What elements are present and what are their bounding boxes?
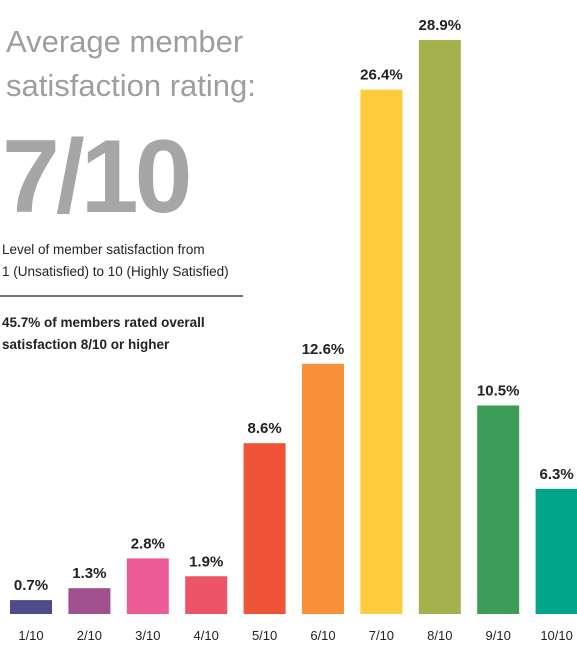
bar [418, 40, 461, 614]
bar [243, 443, 286, 614]
value-label: 2.8% [131, 535, 165, 552]
x-tick-label: 5/10 [252, 628, 277, 643]
value-label: 26.4% [360, 67, 403, 84]
bar [126, 558, 169, 614]
bar [360, 89, 403, 615]
value-label: 0.7% [14, 577, 48, 594]
x-tick-label: 7/10 [369, 628, 394, 643]
chart-title-line: Average member [6, 24, 243, 59]
x-tick-label: 4/10 [194, 628, 219, 643]
bar [10, 600, 52, 614]
x-tick-label: 6/10 [310, 628, 335, 643]
x-tick-label: 2/10 [77, 628, 102, 643]
value-label: 6.3% [539, 466, 573, 483]
chart-title-line: satisfaction rating: [6, 68, 256, 103]
value-label: 12.6% [302, 341, 345, 358]
annotation-line: 45.7% of members rated overall [2, 315, 205, 330]
bar [535, 488, 577, 614]
value-label: 10.5% [477, 382, 520, 399]
x-tick-label: 9/10 [486, 628, 511, 643]
value-label: 1.9% [189, 553, 223, 570]
bar [477, 405, 520, 614]
bar [302, 363, 344, 614]
annotation-line: satisfaction 8/10 or higher [2, 337, 170, 352]
headline: 7/10 [2, 119, 189, 235]
bar [68, 588, 111, 614]
bar [185, 576, 228, 614]
subtitle-line: Level of member satisfaction from [2, 242, 205, 257]
value-label: 1.3% [72, 565, 106, 582]
x-tick-label: 8/10 [427, 628, 452, 643]
subtitle-line: 1 (Unsatisfied) to 10 (Highly Satisfied) [2, 264, 229, 279]
value-label: 8.6% [247, 420, 281, 437]
x-tick-label: 10/10 [540, 628, 573, 643]
x-tick-label: 3/10 [135, 628, 160, 643]
x-tick-label: 1/10 [18, 628, 43, 643]
value-label: 28.9% [419, 17, 462, 34]
